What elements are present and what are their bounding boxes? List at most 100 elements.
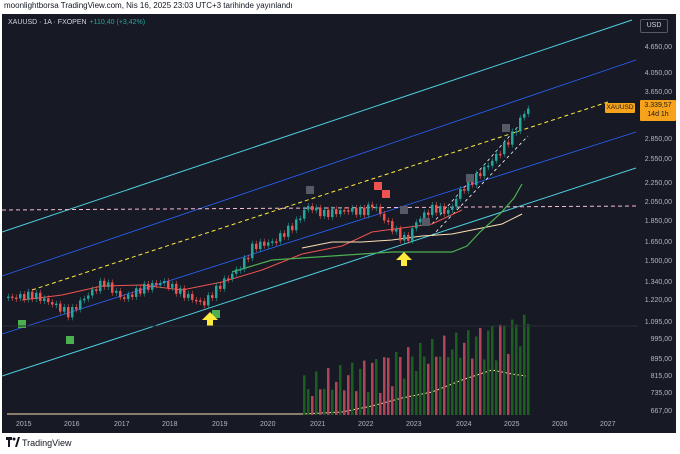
- candle: [279, 233, 282, 242]
- volume-bar: [511, 319, 514, 415]
- candle: [503, 142, 506, 155]
- candle: [95, 289, 98, 292]
- volume-bar: [503, 325, 506, 415]
- publish-caption-bar: moonlightborsa TradingView.com, Nis 16, …: [0, 0, 680, 14]
- time-axis-label: 2019: [212, 421, 228, 428]
- candle: [127, 294, 130, 299]
- candle: [327, 209, 330, 218]
- candle: [339, 210, 342, 215]
- candle: [47, 298, 50, 303]
- volume-bar: [347, 375, 350, 415]
- candle: [511, 131, 514, 145]
- candle: [167, 281, 170, 288]
- time-axis-label: 2022: [358, 421, 374, 428]
- price-axis-label: 2.050,00: [644, 199, 672, 206]
- candle: [179, 288, 182, 294]
- candle: [67, 307, 70, 318]
- candle: [219, 285, 222, 289]
- candle: [243, 257, 246, 270]
- candle: [371, 204, 374, 208]
- candle: [311, 205, 314, 211]
- time-axis-label: 2018: [162, 421, 178, 428]
- volume-bar: [471, 358, 474, 415]
- candle: [411, 228, 414, 241]
- candle: [59, 303, 62, 312]
- candle: [91, 289, 94, 296]
- candle: [387, 220, 390, 222]
- volume-bar: [467, 330, 470, 415]
- volume-bar: [407, 347, 410, 415]
- candle: [55, 303, 58, 306]
- price-axis-label: 995,00: [650, 336, 672, 343]
- candle: [247, 257, 250, 260]
- candle: [363, 207, 366, 216]
- volume-bar: [335, 381, 338, 415]
- volume-bar: [303, 375, 306, 415]
- volume-bar: [483, 359, 486, 415]
- candle: [323, 209, 326, 217]
- candle: [39, 292, 42, 301]
- candle: [159, 283, 162, 286]
- footer-bar: TradingView: [0, 433, 680, 454]
- candle: [155, 282, 158, 286]
- candle: [51, 302, 54, 305]
- candle: [187, 293, 190, 298]
- candle: [519, 117, 522, 132]
- price-axis-label: 667,00: [650, 408, 672, 415]
- volume-bar: [311, 396, 314, 415]
- candle: [111, 282, 114, 293]
- candle: [79, 300, 82, 310]
- volume-bar: [383, 357, 386, 415]
- candle: [87, 295, 90, 299]
- candle: [319, 207, 322, 217]
- volume-bar: [487, 330, 490, 415]
- candle: [439, 206, 442, 213]
- volume-bar: [447, 357, 450, 415]
- volume-bar: [379, 392, 382, 415]
- volume-bar: [411, 356, 414, 415]
- signal-markers: [18, 124, 510, 344]
- volume-bars: [303, 314, 530, 415]
- candle: [307, 205, 310, 210]
- candle: [19, 294, 22, 299]
- candle: [163, 281, 166, 284]
- candle: [283, 233, 286, 237]
- chart-canvas: [2, 19, 639, 415]
- candle: [343, 210, 346, 212]
- candle: [495, 153, 498, 161]
- price-axis-label: 4.050,00: [644, 70, 672, 77]
- candle: [491, 160, 494, 166]
- candle: [383, 213, 386, 221]
- buy-marker: [18, 320, 26, 328]
- time-axis-label: 2015: [16, 421, 32, 428]
- candle: [351, 207, 354, 212]
- volume-bar: [367, 392, 370, 415]
- candle: [335, 209, 338, 215]
- volume-bar: [307, 389, 310, 415]
- sell-marker: [374, 182, 382, 190]
- candle: [147, 283, 150, 290]
- candle: [35, 292, 38, 300]
- candle: [475, 173, 478, 185]
- channel-outer-lower: [2, 167, 637, 377]
- wedge-upper: [431, 121, 523, 225]
- candle: [399, 228, 402, 241]
- candle: [259, 241, 262, 250]
- candle: [215, 285, 218, 299]
- currency-button[interactable]: USD: [640, 19, 668, 33]
- neutral-marker: [306, 186, 314, 194]
- candle: [7, 296, 10, 299]
- candle: [183, 288, 186, 298]
- candle: [435, 204, 438, 213]
- candle: [391, 221, 394, 232]
- chart-area[interactable]: XAUUSD · 1A · FXOPEN +110,40 (+3,42%) USD…: [2, 14, 676, 433]
- symbol-tag: XAUUSD: [605, 103, 635, 113]
- candle: [455, 198, 458, 207]
- candle: [331, 209, 334, 218]
- volume-bar: [355, 391, 358, 415]
- price-axis-label: 815,00: [650, 373, 672, 380]
- neutral-marker: [422, 218, 430, 226]
- candle: [43, 298, 46, 301]
- volume-bar: [343, 390, 346, 415]
- volume-bar: [359, 368, 362, 415]
